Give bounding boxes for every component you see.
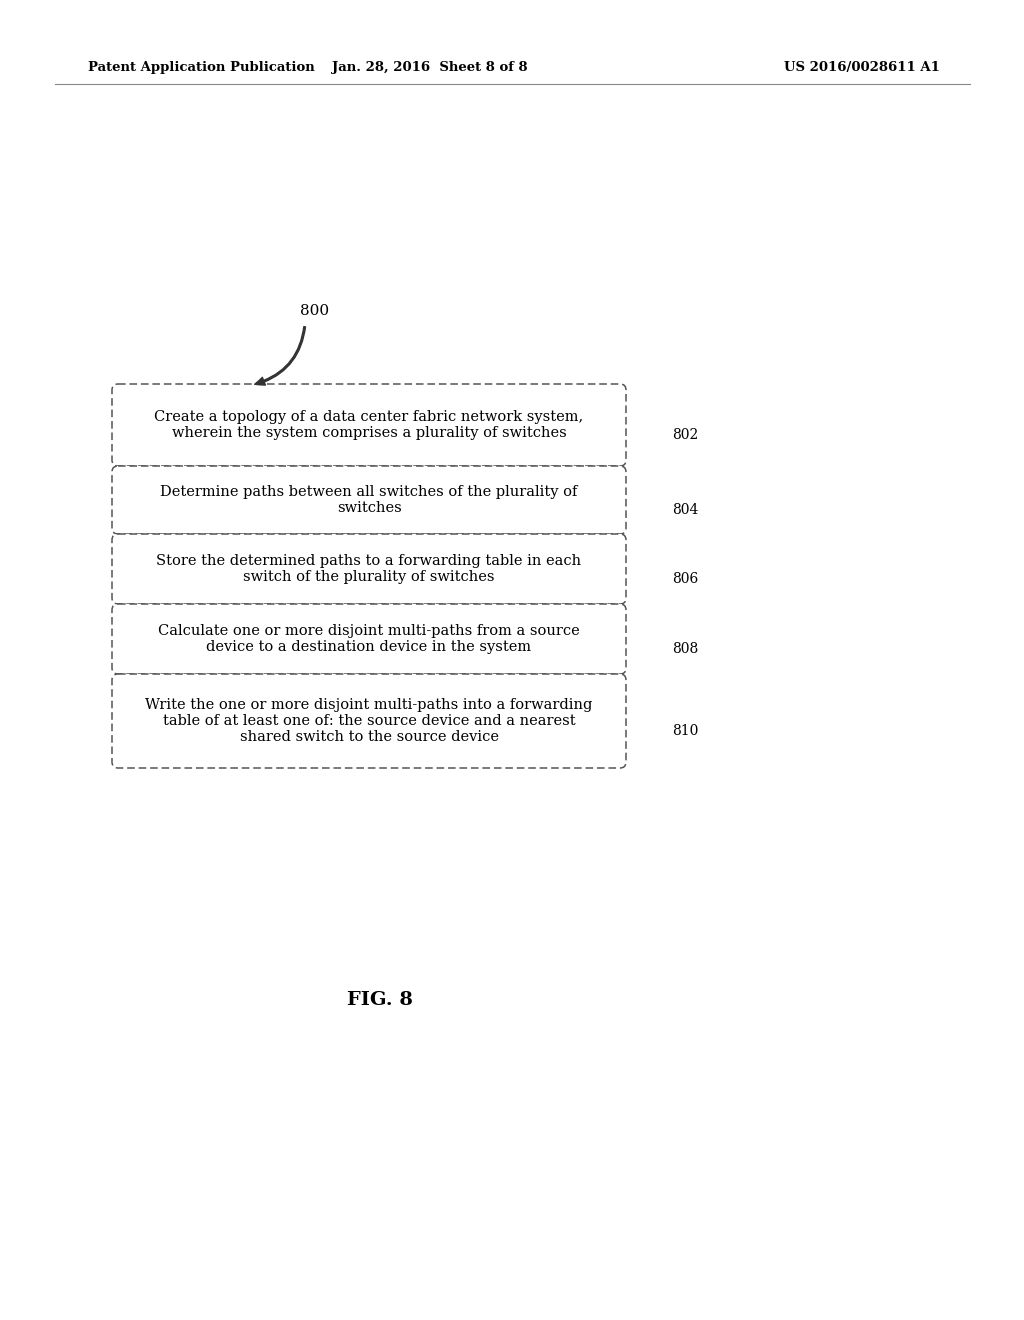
FancyBboxPatch shape — [112, 384, 626, 466]
Text: Calculate one or more disjoint multi-paths from a source
device to a destination: Calculate one or more disjoint multi-pat… — [158, 624, 580, 655]
Text: FIG. 8: FIG. 8 — [347, 991, 413, 1008]
FancyBboxPatch shape — [112, 466, 626, 535]
Text: Patent Application Publication: Patent Application Publication — [88, 62, 314, 74]
FancyBboxPatch shape — [112, 535, 626, 605]
FancyBboxPatch shape — [112, 675, 626, 768]
Text: US 2016/0028611 A1: US 2016/0028611 A1 — [784, 62, 940, 74]
Text: Write the one or more disjoint multi-paths into a forwarding
table of at least o: Write the one or more disjoint multi-pat… — [145, 698, 593, 744]
Text: 810: 810 — [672, 723, 698, 738]
Text: Create a topology of a data center fabric network system,
wherein the system com: Create a topology of a data center fabri… — [155, 411, 584, 440]
FancyBboxPatch shape — [112, 605, 626, 675]
Text: 808: 808 — [672, 642, 698, 656]
Text: 802: 802 — [672, 428, 698, 442]
Text: 800: 800 — [300, 304, 329, 318]
Text: Determine paths between all switches of the plurality of
switches: Determine paths between all switches of … — [161, 484, 578, 515]
Text: Jan. 28, 2016  Sheet 8 of 8: Jan. 28, 2016 Sheet 8 of 8 — [332, 62, 527, 74]
Text: Store the determined paths to a forwarding table in each
switch of the plurality: Store the determined paths to a forwardi… — [157, 554, 582, 583]
Text: 804: 804 — [672, 503, 698, 517]
Text: 806: 806 — [672, 572, 698, 586]
FancyArrowPatch shape — [255, 326, 305, 385]
